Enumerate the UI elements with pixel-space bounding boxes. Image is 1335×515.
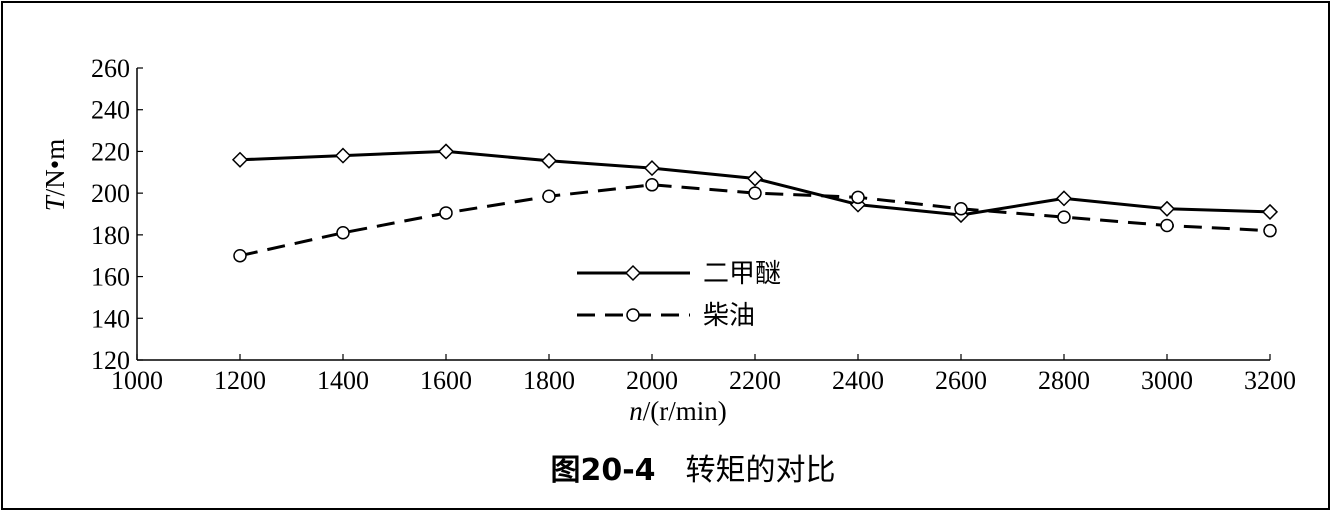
data-point-diamond <box>1055 190 1073 207</box>
figure-caption: 图20-4 转矩的对比 <box>550 453 835 488</box>
y-tick-label: 220 <box>91 137 130 166</box>
data-point-circle <box>1263 223 1277 238</box>
data-point-diamond <box>746 170 764 187</box>
data-point-circle <box>233 248 247 263</box>
x-tick-label: 1600 <box>420 366 472 395</box>
x-tick-label: 3200 <box>1244 366 1296 395</box>
y-ticks: 120 140 160 180 200 220 240 260 <box>91 54 143 375</box>
data-point-diamond <box>643 160 661 177</box>
data-point-circle <box>336 226 350 240</box>
x-tick-label: 2000 <box>626 366 678 395</box>
x-tick-label: 1400 <box>317 366 369 395</box>
y-tick-label: 200 <box>91 179 130 208</box>
x-tick-label: 1200 <box>214 366 266 395</box>
x-tick-label: 3000 <box>1141 366 1193 395</box>
data-point-circle <box>1057 210 1071 224</box>
x-axis-label-unit: /(r/min) <box>643 396 727 426</box>
legend-label-diesel: 柴油 <box>703 301 755 331</box>
caption-title: 转矩的对比 <box>686 453 836 488</box>
data-point-diamond <box>231 151 249 168</box>
axes <box>136 68 1270 361</box>
data-point-diamond <box>437 143 455 160</box>
y-tick-label: 260 <box>91 54 130 83</box>
x-tick-label: 2600 <box>935 366 987 395</box>
data-point-circle <box>1160 218 1174 233</box>
data-point-circle <box>439 206 453 220</box>
legend-marker-diesel <box>626 308 640 322</box>
data-point-circle <box>645 178 659 192</box>
x-ticks: 1000 1200 1400 1600 1800 2000 2200 2400 2600 2800… <box>111 354 1296 395</box>
data-point-circle <box>748 186 762 200</box>
y-tick-label: 180 <box>91 221 130 250</box>
y-axis-label: T/N•m <box>40 139 70 212</box>
data-point-diamond <box>540 152 558 169</box>
data-point-circle <box>851 190 865 205</box>
y-tick-label: 240 <box>91 96 130 125</box>
data-point-diamond <box>334 147 352 164</box>
legend-marker-dme <box>624 264 642 282</box>
data-point-circle <box>542 189 556 204</box>
x-tick-label: 2400 <box>832 366 884 395</box>
y-tick-label: 120 <box>91 346 130 375</box>
caption-number: 图20-4 <box>550 453 655 488</box>
legend-label-dme: 二甲醚 <box>703 259 781 289</box>
x-axis-label-var: n <box>629 396 643 426</box>
x-tick-label: 2200 <box>729 366 781 395</box>
x-axis-label: n/(r/min) <box>629 396 726 426</box>
data-point-diamond <box>1261 203 1279 220</box>
y-tick-label: 140 <box>91 304 130 333</box>
series-layer <box>231 143 1279 263</box>
x-tick-label: 1800 <box>523 366 575 395</box>
x-tick-label: 2800 <box>1038 366 1090 395</box>
data-point-circle <box>954 202 968 216</box>
data-point-diamond <box>1158 200 1176 217</box>
y-axis-label-var: T <box>40 194 70 211</box>
y-axis-label-unit: /N•m <box>40 139 70 196</box>
x-tick-label: 1000 <box>111 366 163 395</box>
data-point-diamond <box>849 196 867 213</box>
legend: 二甲醚 柴油 <box>577 259 781 331</box>
y-tick-label: 160 <box>91 263 130 292</box>
